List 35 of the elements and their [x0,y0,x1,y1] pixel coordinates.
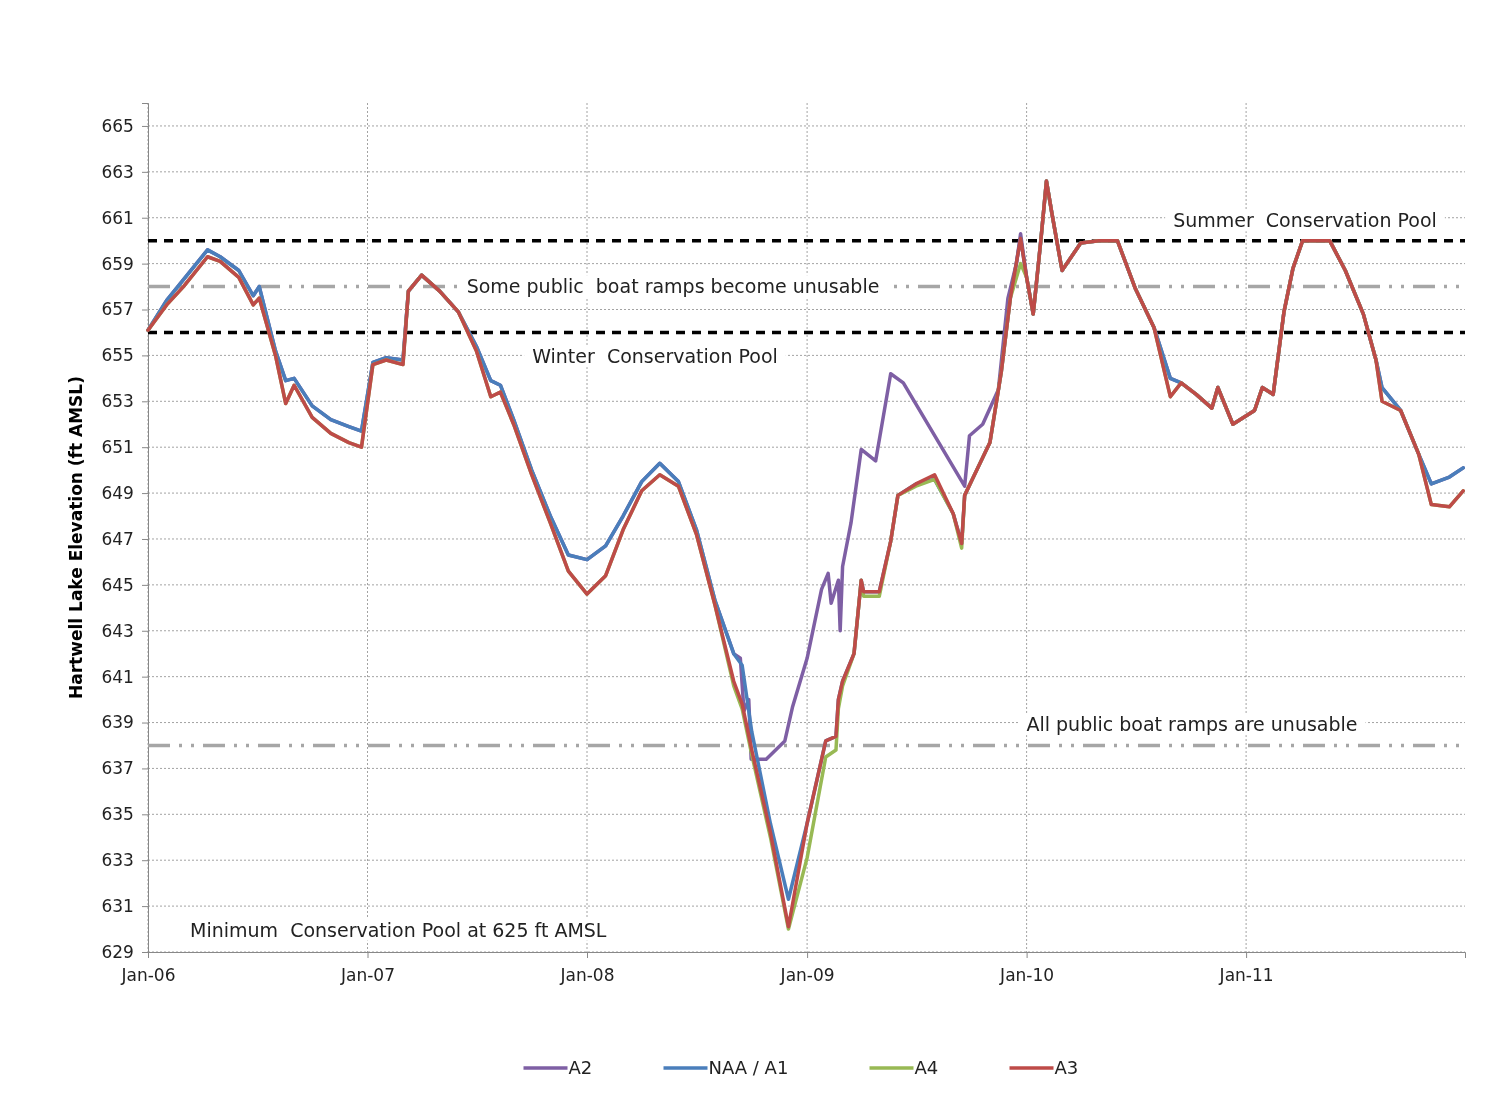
annotation: Minimum Conservation Pool at 625 ft AMSL [190,918,607,941]
y-tick-label: 647 [101,528,134,549]
y-tick-label: 641 [101,666,134,687]
y-tick-label: 655 [101,345,134,366]
y-tick-label: 645 [101,574,134,595]
ref-line-label: Winter Conservation Pool [532,345,778,368]
y-tick-label: 661 [101,207,134,228]
y-tick-label: 629 [101,941,134,962]
x-tick-label: Jan-10 [999,965,1055,986]
y-tick-label: 643 [101,620,134,641]
x-tick-label: Jan-07 [340,965,395,986]
y-tick-label: 663 [101,161,134,182]
legend-label: A3 [1054,1057,1079,1079]
y-tick-label: 657 [101,299,134,320]
y-tick-label: 665 [101,115,134,136]
y-tick-label: 639 [101,712,134,733]
y-tick-label: 631 [101,896,134,917]
y-tick-label: 651 [101,437,134,458]
legend-label: NAA / A1 [708,1057,789,1079]
x-tick-label: Jan-11 [1218,965,1274,986]
x-tick-label: Jan-06 [120,965,176,986]
ref-line-label: All public boat ramps are unusable [1026,713,1358,736]
y-tick-label: 633 [101,850,134,871]
legend-label: A2 [568,1057,593,1079]
y-tick-label: 649 [101,483,134,504]
x-tick-label: Jan-09 [779,965,835,986]
y-tick-label: 653 [101,391,134,412]
legend-label: A4 [914,1057,939,1079]
ref-line-label: Summer Conservation Pool [1173,209,1437,232]
y-axis-title: Hartwell Lake Elevation (ft AMSL) [66,376,86,699]
x-tick-label: Jan-08 [559,965,615,986]
y-tick-label: 659 [101,253,134,274]
ref-line-label: Some public boat ramps become unusable [466,275,880,298]
y-tick-label: 637 [101,758,134,779]
y-tick-label: 635 [101,804,134,825]
